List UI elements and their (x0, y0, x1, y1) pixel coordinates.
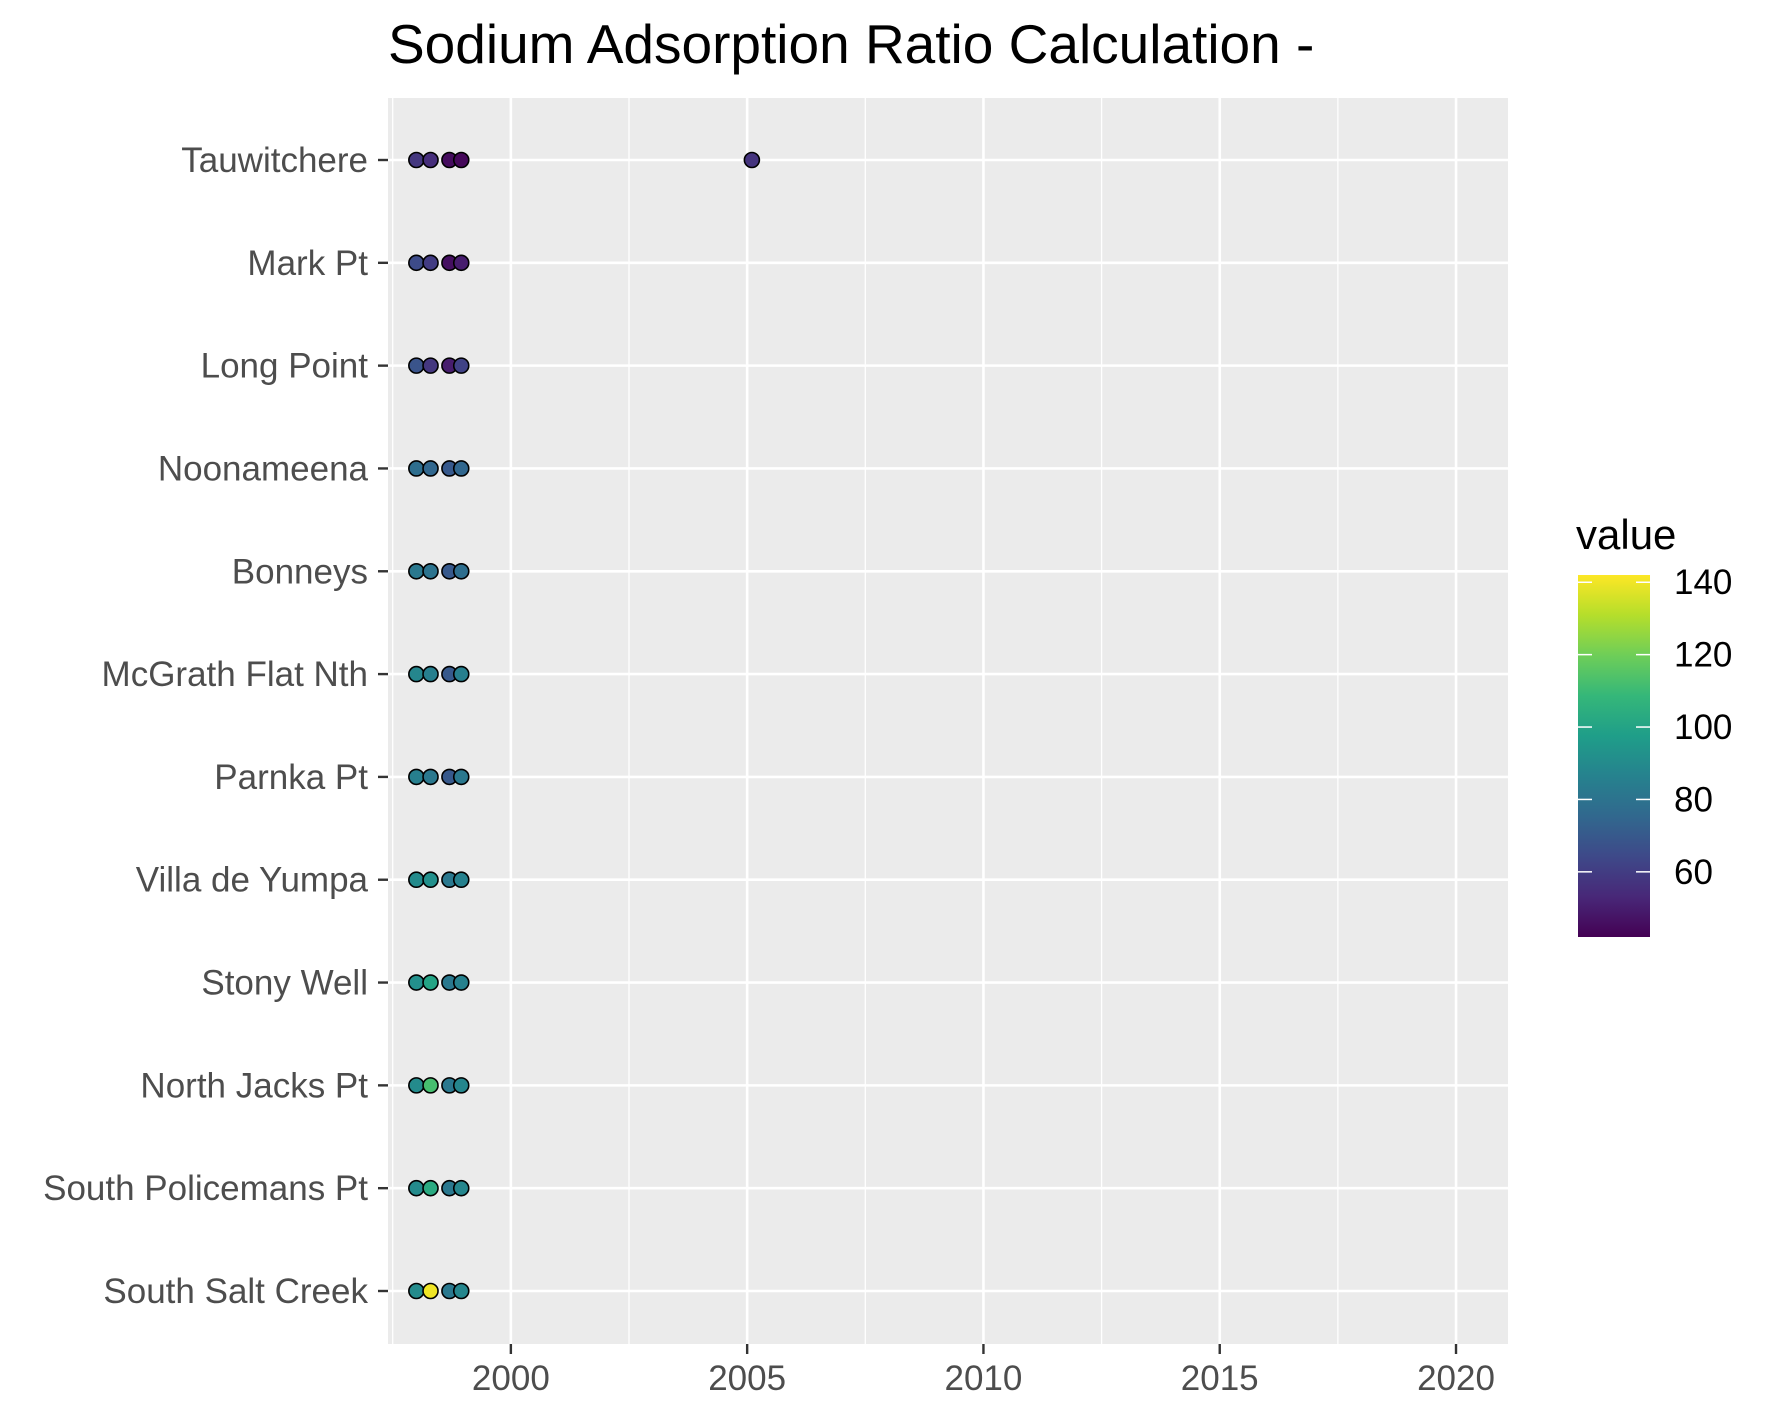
data-point (422, 254, 439, 272)
data-point (452, 1077, 470, 1094)
data-point (452, 871, 470, 889)
x-axis: 2000 2005 2010 2015 2020 (472, 1344, 1495, 1398)
data-point (422, 1179, 439, 1197)
data-point (743, 151, 761, 169)
data-point (408, 562, 425, 580)
chart-title: Sodium Adsorption Ratio Calculation - (388, 13, 1314, 75)
legend-colorbar (1578, 575, 1650, 937)
y-tick-label: McGrath Flat Nth (102, 655, 368, 694)
y-tick-label: North Jacks Pt (140, 1066, 368, 1105)
data-point (452, 974, 470, 991)
x-tick-label: 2010 (945, 1359, 1023, 1398)
data-point (452, 254, 470, 272)
y-tick-label: Noonameena (158, 449, 369, 488)
y-tick-label: Tauwitchere (181, 141, 368, 180)
data-point (452, 460, 470, 477)
y-tick-label: Bonneys (232, 552, 368, 591)
legend-tick-label: 60 (1674, 853, 1713, 892)
data-point (452, 665, 470, 683)
data-point (408, 460, 425, 477)
data-point (422, 460, 439, 477)
y-tick-label: Mark Pt (247, 244, 368, 283)
data-point (408, 974, 425, 991)
data-point (408, 871, 425, 889)
data-point (408, 357, 425, 374)
x-tick-label: 2000 (472, 1359, 550, 1398)
data-point (408, 1077, 425, 1094)
legend-tick-label: 140 (1674, 563, 1732, 602)
legend-title: value (1576, 511, 1676, 558)
x-tick-label: 2005 (708, 1359, 786, 1398)
data-point (422, 357, 439, 374)
data-points (408, 151, 761, 1300)
data-point (422, 871, 439, 889)
major-gridlines (388, 98, 1508, 1344)
data-point (452, 1282, 470, 1300)
x-tick-label: 2020 (1417, 1359, 1495, 1398)
y-tick-label: Villa de Yumpa (136, 861, 369, 900)
data-point (422, 768, 439, 786)
data-point (408, 1179, 425, 1197)
y-tick-label: South Salt Creek (103, 1272, 368, 1311)
data-point (408, 768, 425, 786)
data-point (422, 974, 439, 991)
y-tick-label: Parnka Pt (214, 758, 368, 797)
data-point (422, 1282, 439, 1300)
data-point (452, 151, 470, 169)
data-point (452, 1179, 470, 1197)
data-point (422, 151, 439, 169)
y-tick-label: South Policemans Pt (43, 1169, 368, 1208)
data-point (408, 665, 425, 683)
plot-panel (388, 98, 1508, 1344)
legend-ticks: 60 80 100 120 140 (1578, 563, 1732, 892)
minor-gridlines (392, 98, 1339, 1344)
data-point (452, 768, 470, 786)
data-point (452, 357, 470, 374)
y-tick-label: Stony Well (201, 964, 368, 1003)
data-point (408, 151, 425, 169)
y-axis: South Salt Creek South Policemans Pt North… (43, 141, 388, 1311)
legend-tick-label: 120 (1674, 636, 1732, 675)
data-point (452, 562, 470, 580)
data-point (422, 1077, 439, 1094)
x-tick-label: 2015 (1181, 1359, 1259, 1398)
data-point (408, 254, 425, 272)
legend-tick-label: 80 (1674, 780, 1713, 819)
data-point (408, 1282, 425, 1300)
data-point (422, 562, 439, 580)
legend-tick-label: 100 (1674, 708, 1732, 747)
data-point (422, 665, 439, 683)
y-tick-label: Long Point (201, 347, 369, 386)
color-legend: value 60 80 100 120 140 (1576, 511, 1732, 937)
